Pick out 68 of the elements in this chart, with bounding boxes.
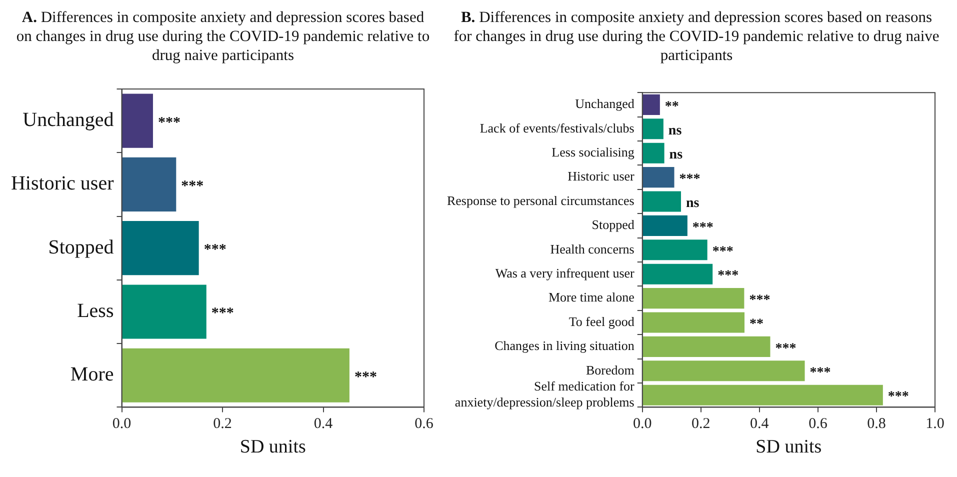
data-label: *** xyxy=(775,341,796,356)
bar xyxy=(642,94,660,115)
bar xyxy=(642,312,744,333)
data-label: *** xyxy=(204,242,226,258)
y-tick-label: Changes in living situation xyxy=(494,338,635,354)
bar xyxy=(642,215,688,236)
y-tick-label: Response to personal circumstances xyxy=(446,192,634,208)
chart-title: A. Differences in composite anxiety and depression scores based on changes in drug use during the COVID-19 pandemic relative to drug naive participants xyxy=(15,8,431,66)
bar xyxy=(122,221,199,276)
x-tick-label: 0.4 xyxy=(750,416,770,432)
data-label: *** xyxy=(679,172,700,187)
bar xyxy=(642,264,713,284)
bar xyxy=(642,167,674,188)
y-tick-label: To feel good xyxy=(568,314,635,329)
data-label: *** xyxy=(692,220,714,236)
x-tick-label: 0.4 xyxy=(314,416,334,432)
y-tick-label: More xyxy=(70,364,114,386)
data-label: ** xyxy=(664,99,679,114)
data-label: ** xyxy=(749,317,764,332)
data-label: *** xyxy=(712,244,734,260)
bar xyxy=(642,240,708,260)
data-label: *** xyxy=(718,268,739,284)
x-tick-label: 0.6 xyxy=(808,416,828,432)
x-tick-label: 1.0 xyxy=(926,416,944,432)
y-tick-label: Self medication for anxiety/depression/sleep problems xyxy=(454,378,636,410)
data-label: *** xyxy=(749,292,770,308)
bar xyxy=(642,118,664,140)
data-label: ns xyxy=(668,124,682,138)
y-tick-label: Unchanged xyxy=(575,96,635,112)
y-tick-label: Less socialising xyxy=(552,144,635,160)
y-tick-label: More time alone xyxy=(548,290,635,305)
y-tick-label: Health concerns xyxy=(550,241,634,256)
data-label: *** xyxy=(354,369,377,386)
x-tick-label: 0.6 xyxy=(414,416,434,432)
bar xyxy=(122,94,153,148)
data-label: *** xyxy=(888,390,909,405)
y-tick-label: Boredom xyxy=(586,362,634,378)
bar xyxy=(642,360,805,382)
y-tick-label: Historic user xyxy=(568,168,636,184)
bar xyxy=(642,336,770,357)
data-label: *** xyxy=(211,306,234,322)
bar xyxy=(122,284,206,339)
data-label: ns xyxy=(669,148,684,163)
y-tick-label: Stopped xyxy=(48,236,114,258)
bar xyxy=(122,157,176,212)
x-tick-label: 0.2 xyxy=(692,416,710,432)
x-axis-title: SD units xyxy=(756,436,822,458)
bar xyxy=(642,288,744,309)
data-label: *** xyxy=(181,178,204,194)
x-tick-label: 0.0 xyxy=(112,416,132,432)
y-tick-label: Unchanged xyxy=(22,109,114,132)
chart-title: B. Differences in composite anxiety and depression scores based on reasons for changes in drug use during the COVID-19 pandemic relative to drug naive participants xyxy=(452,8,940,66)
bar xyxy=(122,348,350,402)
x-tick-label: 0.2 xyxy=(213,416,232,432)
x-tick-label: 0.0 xyxy=(632,416,652,432)
y-tick-label: Less xyxy=(77,300,114,322)
x-axis-title: SD units xyxy=(240,436,306,458)
data-label: *** xyxy=(158,114,180,131)
data-label: *** xyxy=(810,366,831,380)
bar xyxy=(642,384,883,406)
data-label: ns xyxy=(686,196,700,212)
bar xyxy=(642,191,681,212)
y-tick-label: Historic user xyxy=(10,172,114,195)
y-tick-label: Was a very infrequent user xyxy=(495,266,636,281)
y-tick-label: Lack of events/festivals/clubs xyxy=(480,120,634,136)
x-tick-label: 0.8 xyxy=(867,416,886,432)
y-tick-label: Stopped xyxy=(592,217,635,232)
bar xyxy=(642,142,664,164)
